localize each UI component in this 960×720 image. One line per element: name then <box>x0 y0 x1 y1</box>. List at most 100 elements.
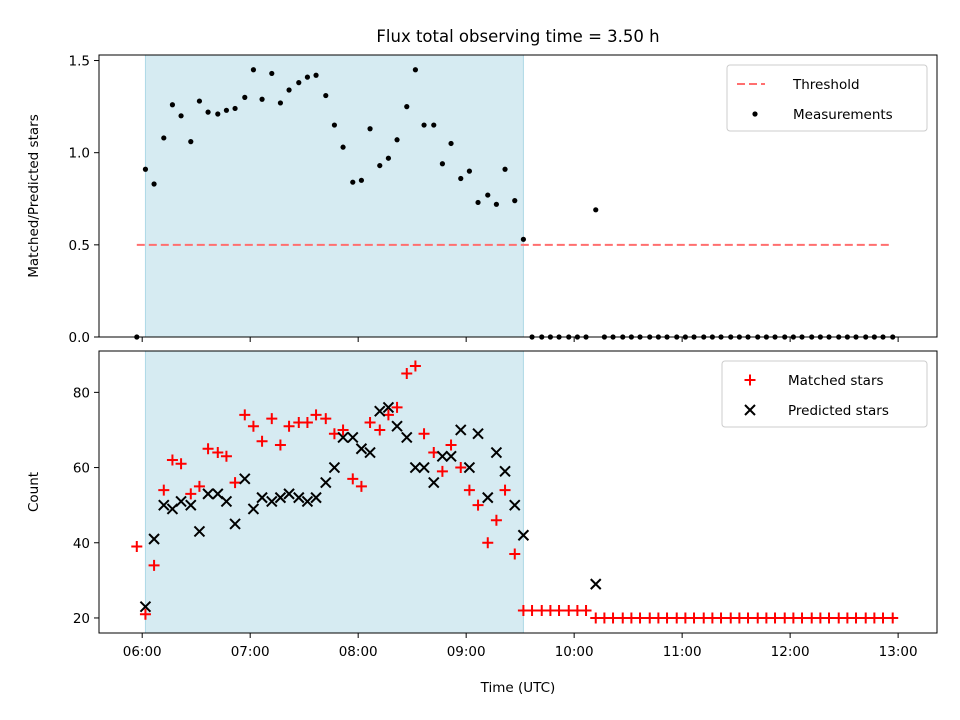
data-point <box>337 424 349 436</box>
data-point <box>274 439 286 451</box>
series-matched-stars <box>131 360 899 624</box>
data-point <box>313 72 319 78</box>
data-point <box>688 612 700 624</box>
data-point <box>401 431 413 444</box>
data-point <box>131 541 143 553</box>
data-point <box>482 537 494 549</box>
data-point <box>274 491 287 504</box>
data-point <box>887 612 899 624</box>
data-point <box>520 236 526 242</box>
data-point <box>259 96 265 102</box>
legend-box <box>726 64 928 132</box>
data-point <box>323 92 329 99</box>
observing-span <box>144 350 524 634</box>
plot-frame <box>98 350 938 634</box>
y-axis-label: Matched/Predicted stars <box>26 114 42 277</box>
legend-label: Predicted stars <box>788 403 889 419</box>
data-point <box>175 495 187 508</box>
data-point <box>634 612 646 624</box>
data-point <box>364 416 376 428</box>
data-point <box>509 499 521 511</box>
data-point <box>247 503 260 515</box>
data-point <box>256 435 268 447</box>
data-point <box>509 548 521 560</box>
x-axis-label: Time (UTC) <box>480 680 556 696</box>
x-tick-label: 08:00 <box>339 644 378 660</box>
data-point <box>169 102 176 108</box>
data-point <box>374 424 386 436</box>
data-point <box>139 608 151 620</box>
data-point <box>166 454 178 466</box>
data-point <box>850 612 862 624</box>
data-point <box>223 107 230 113</box>
data-point <box>347 473 359 485</box>
data-point <box>499 465 511 478</box>
data-point <box>482 491 494 504</box>
data-point <box>769 612 781 624</box>
data-point <box>212 447 224 459</box>
data-point <box>607 612 619 624</box>
data-point <box>401 368 413 380</box>
data-point <box>715 612 727 624</box>
legend-swatch <box>752 111 758 117</box>
observing-span <box>144 54 524 338</box>
data-point <box>266 413 278 425</box>
data-point <box>382 401 395 414</box>
data-point <box>310 491 322 504</box>
data-point <box>391 401 403 413</box>
legend-label: Measurements <box>793 107 893 123</box>
y-tick-label: 20 <box>73 611 90 627</box>
data-point <box>458 175 464 182</box>
x-tick-label: 06:00 <box>123 644 162 660</box>
data-point <box>466 168 473 174</box>
data-point <box>242 94 248 100</box>
data-point <box>269 70 275 77</box>
data-point <box>448 140 454 147</box>
y-tick-label: 80 <box>73 385 90 401</box>
data-point <box>421 122 427 128</box>
data-point <box>661 612 673 624</box>
data-point <box>463 461 476 474</box>
data-point <box>593 207 599 213</box>
data-point <box>391 420 403 432</box>
data-point <box>239 473 251 485</box>
data-point <box>277 100 284 106</box>
data-point <box>283 488 295 500</box>
data-point <box>175 458 187 470</box>
data-point <box>490 514 502 526</box>
data-point <box>232 105 238 112</box>
legend: Matched stars Predicted stars <box>721 360 928 428</box>
x-tick-label: 09:00 <box>447 644 486 660</box>
x-tick-label: 10:00 <box>555 644 594 660</box>
data-point <box>178 113 184 119</box>
data-point <box>247 420 259 432</box>
legend-label: Threshold <box>792 77 860 93</box>
data-point <box>358 177 365 183</box>
data-point <box>439 161 446 167</box>
data-point <box>490 446 503 459</box>
data-point <box>328 461 341 474</box>
data-point <box>590 578 602 590</box>
legend-box <box>721 360 928 428</box>
data-point <box>377 162 383 169</box>
data-point <box>196 98 203 104</box>
data-point <box>250 67 257 73</box>
data-point <box>301 495 314 508</box>
data-point <box>296 80 302 86</box>
data-point <box>320 413 332 425</box>
data-point <box>502 166 508 172</box>
x-tick-label: 11:00 <box>663 644 702 660</box>
series-measurements <box>134 67 896 340</box>
data-point <box>385 155 392 161</box>
data-point <box>412 67 419 73</box>
data-point <box>301 416 313 428</box>
top-panel: 0.0 0.5 1.0 1.5 Matched/Predicted stars Thres… <box>26 54 938 346</box>
data-point <box>340 144 346 150</box>
data-point <box>796 612 808 624</box>
data-point <box>877 612 889 624</box>
x-tick-label: 13:00 <box>879 644 918 660</box>
data-point <box>229 477 241 489</box>
legend-label: Matched stars <box>788 373 884 389</box>
y-tick-label: 1.5 <box>69 54 90 70</box>
data-point <box>158 484 170 496</box>
